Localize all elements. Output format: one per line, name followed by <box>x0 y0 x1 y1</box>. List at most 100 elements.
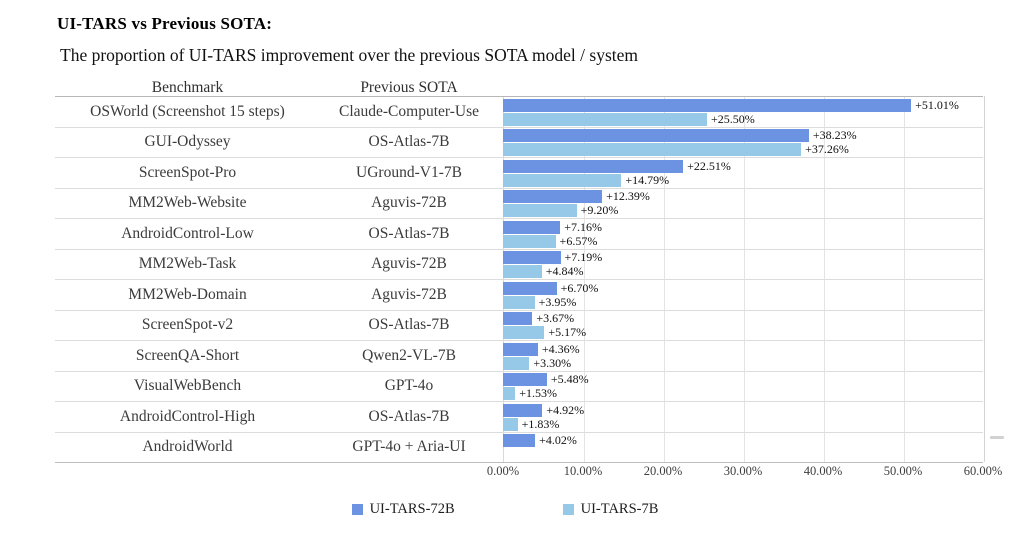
legend-item: UI-TARS-72B <box>351 501 455 518</box>
previous-sota-cell: GPT-4o <box>384 377 434 395</box>
row-bars: +7.19% +4.84% <box>503 250 983 280</box>
x-tick-label: 40.00% <box>803 464 843 478</box>
bar-value-label: +3.30% <box>533 355 572 370</box>
benchmark-cell: AndroidControl-High <box>119 407 256 425</box>
bar-value-label: +14.79% <box>625 172 670 187</box>
previous-sota-cell: UGround-V1-7B <box>356 163 462 181</box>
bar-value-label: +3.67% <box>536 311 575 325</box>
table-row: MM2Web-Website Aguvis-72B +12.39% +9.20% <box>55 189 983 219</box>
bar-ui-tars-7b <box>503 326 545 339</box>
table-row: AndroidControl-Low OS-Atlas-7B +7.16% +6.57… <box>55 219 983 250</box>
benchmark-cell: GUI-Odyssey <box>144 133 231 151</box>
row-bars: +3.67% +5.17% <box>503 311 983 341</box>
benchmark-cell: MM2Web-Website <box>128 194 247 212</box>
previous-sota-cell: Qwen2-VL-7B <box>362 346 456 364</box>
benchmark-cell: ScreenSpot-Pro <box>138 163 237 181</box>
row-bars: +4.36% +3.30% <box>503 341 983 371</box>
bar-ui-tars-7b <box>503 417 518 431</box>
bar-value-label: +1.53% <box>519 386 557 400</box>
bar-value-label: +7.19% <box>564 250 603 264</box>
table-row: OSWorld (Screenshot 15 steps) Claude-Comp… <box>55 97 983 128</box>
bar-ui-tars-72b <box>503 251 561 264</box>
row-bars: +4.92% +1.83% <box>503 402 983 432</box>
bar-ui-tars-72b <box>503 220 561 234</box>
x-tick-label: 30.00% <box>723 464 763 478</box>
table-row: ScreenSpot-v2 OS-Atlas-7B +3.67% +5.17% <box>55 311 983 341</box>
benchmark-cell: MM2Web-Task <box>138 255 237 273</box>
table-body: OSWorld (Screenshot 15 steps) Claude-Comp… <box>55 96 983 463</box>
bar-value-label: +4.02% <box>539 433 577 447</box>
bar-value-label: +6.57% <box>559 233 598 248</box>
benchmark-cell: AndroidControl-Low <box>121 224 254 242</box>
x-tick-label: 50.00% <box>883 464 923 478</box>
bar-ui-tars-7b <box>503 143 802 156</box>
bar-value-label: +22.51% <box>687 158 731 173</box>
bar-ui-tars-7b <box>503 295 535 309</box>
stray-mark <box>990 436 1004 439</box>
table-row: AndroidControl-High OS-Atlas-7B +4.92% +1.8… <box>55 402 983 433</box>
table-row: MM2Web-Domain Aguvis-72B +6.70% +3.95% <box>55 280 983 311</box>
legend-swatch-icon <box>351 504 363 515</box>
chart-title: UI-TARS vs Previous SOTA: <box>57 14 273 33</box>
bar-ui-tars-72b <box>503 129 809 142</box>
bar-value-label: +6.70% <box>560 280 599 295</box>
table-row: VisualWebBench GPT-4o +5.48% +1.53% <box>55 372 983 402</box>
benchmark-cell: VisualWebBench <box>133 377 242 395</box>
benchmark-cell: OSWorld (Screenshot 15 steps) <box>90 102 285 120</box>
bar-value-label: +12.39% <box>606 189 650 203</box>
benchmark-table: Benchmark Previous SOTA OSWorld (Screens… <box>55 80 983 463</box>
table-row: AndroidWorld GPT-4o + Aria-UI +4.02% <box>55 433 983 463</box>
x-tick-label: 10.00% <box>563 464 603 478</box>
row-bars: +12.39% +9.20% <box>503 189 983 219</box>
bar-ui-tars-72b <box>503 373 547 386</box>
previous-sota-cell: Aguvis-72B <box>371 194 447 212</box>
table-header-row: Benchmark Previous SOTA <box>55 80 983 96</box>
benchmark-cell: ScreenSpot-v2 <box>141 316 234 334</box>
benchmark-cell: AndroidWorld <box>142 438 233 456</box>
x-tick-label: 60.00% <box>963 464 1003 478</box>
bar-ui-tars-7b <box>503 356 530 370</box>
column-header-previous-sota: Previous SOTA <box>360 79 458 96</box>
x-tick-label: 20.00% <box>643 464 683 478</box>
column-header-benchmark: Benchmark <box>151 79 224 96</box>
bar-ui-tars-72b <box>503 159 684 173</box>
row-bars: +7.16% +6.57% <box>503 219 983 249</box>
bar-ui-tars-7b <box>503 204 577 217</box>
table-row: ScreenQA-Short Qwen2-VL-7B +4.36% +3.30% <box>55 341 983 372</box>
previous-sota-cell: OS-Atlas-7B <box>368 316 450 334</box>
benchmark-cell: MM2Web-Domain <box>128 285 247 303</box>
bar-value-label: +9.20% <box>580 203 619 217</box>
bar-ui-tars-72b <box>503 190 603 203</box>
bar-ui-tars-7b <box>503 387 516 400</box>
bar-value-label: +1.83% <box>521 416 560 431</box>
bar-ui-tars-7b <box>503 234 556 248</box>
x-axis: 0.00% 10.00% 20.00% 30.00% 40.00% 50.00% 60.00… <box>487 464 1002 480</box>
row-bars: +38.23% +37.26% <box>503 128 983 158</box>
bar-value-label: +7.16% <box>564 219 603 234</box>
previous-sota-cell: OS-Atlas-7B <box>368 224 450 242</box>
bar-ui-tars-72b <box>503 342 538 356</box>
bar-value-label: +3.95% <box>538 294 577 309</box>
row-bars: +22.51% +14.79% <box>503 158 983 188</box>
row-bars: +51.01% +25.50% <box>503 97 983 127</box>
legend-item: UI-TARS-7B <box>562 501 659 518</box>
bar-value-label: +5.17% <box>548 325 587 339</box>
benchmark-cell: ScreenQA-Short <box>135 346 240 364</box>
previous-sota-cell: OS-Atlas-7B <box>368 407 450 425</box>
previous-sota-cell: OS-Atlas-7B <box>368 133 450 151</box>
table-row: GUI-Odyssey OS-Atlas-7B +38.23% +37.26% <box>55 128 983 158</box>
bar-ui-tars-7b <box>503 265 542 278</box>
legend-label: UI-TARS-72B <box>369 501 455 517</box>
previous-sota-cell: Aguvis-72B <box>371 255 447 273</box>
row-bars: +4.02% <box>503 433 983 463</box>
bar-value-label: +37.26% <box>805 142 849 156</box>
bar-value-label: +38.23% <box>812 128 857 142</box>
bar-value-label: +4.84% <box>545 264 584 278</box>
bar-value-label: +4.36% <box>541 341 580 356</box>
previous-sota-cell: Claude-Computer-Use <box>338 102 479 120</box>
table-row: MM2Web-Task Aguvis-72B +7.19% +4.84% <box>55 250 983 280</box>
bar-value-label: +25.50% <box>711 111 755 126</box>
legend-label: UI-TARS-7B <box>580 501 659 517</box>
bar-ui-tars-7b <box>503 112 707 126</box>
